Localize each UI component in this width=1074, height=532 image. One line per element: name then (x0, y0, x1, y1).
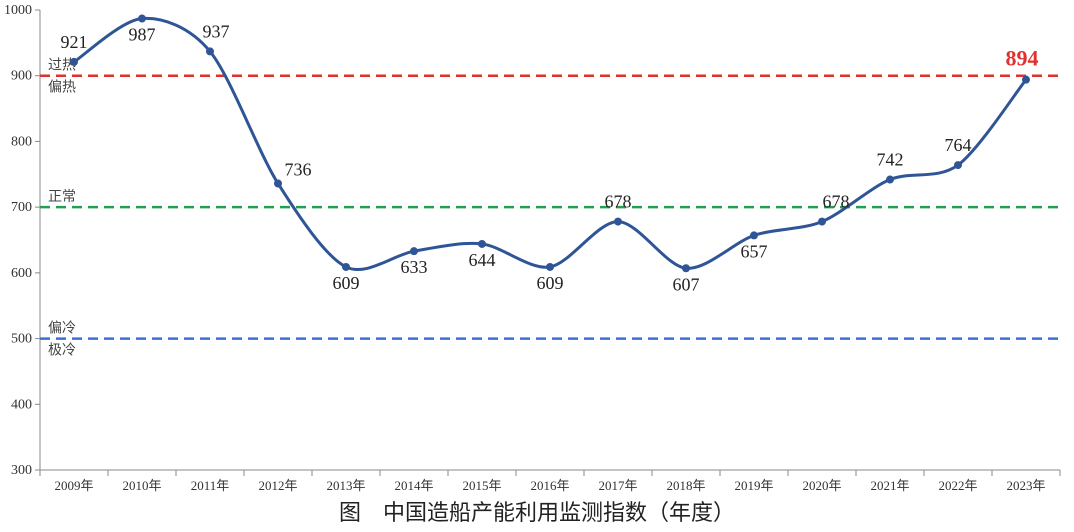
data-marker (886, 176, 894, 184)
y-tick-label: 300 (11, 463, 32, 478)
value-label: 921 (61, 32, 88, 52)
data-marker (138, 15, 146, 23)
x-tick-label: 2011年 (191, 478, 230, 493)
y-tick-label: 900 (11, 69, 32, 84)
x-tick-label: 2019年 (734, 478, 773, 493)
data-marker (342, 263, 350, 271)
data-marker (478, 240, 486, 248)
value-label: 894 (1006, 46, 1039, 71)
data-marker (410, 247, 418, 255)
y-tick-label: 500 (11, 332, 32, 347)
value-label: 678 (605, 192, 632, 212)
x-tick-label: 2021年 (870, 478, 909, 493)
data-marker (1022, 76, 1030, 84)
x-tick-label: 2015年 (462, 478, 501, 493)
value-label: 609 (333, 273, 360, 293)
zone-label: 极冷 (48, 343, 76, 359)
data-marker (818, 218, 826, 226)
x-tick-label: 2018年 (666, 478, 705, 493)
data-marker (614, 218, 622, 226)
data-marker (274, 179, 282, 187)
data-marker (546, 263, 554, 271)
value-label: 657 (741, 241, 768, 261)
zone-label: 偏热 (48, 80, 76, 96)
x-tick-label: 2014年 (394, 478, 433, 493)
chart-caption: 图 中国造船产能利用监测指数（年度） (0, 495, 1074, 527)
zone-label: 正常 (48, 189, 76, 205)
data-marker (206, 47, 214, 55)
value-label: 678 (823, 192, 850, 212)
y-tick-label: 400 (11, 397, 32, 412)
y-tick-label: 700 (11, 200, 32, 215)
line-chart: 300 400 500 600 700 800 900 1000 2009年 2010年 2011年… (0, 0, 1074, 532)
x-tick-label: 2020年 (802, 478, 841, 493)
x-tick-label: 2017年 (598, 478, 637, 493)
data-marker (750, 231, 758, 239)
x-tick-label: 2010年 (122, 478, 161, 493)
y-tick-label: 1000 (4, 3, 32, 18)
x-tick-label: 2023年 (1006, 478, 1045, 493)
value-label: 633 (401, 257, 428, 277)
value-label: 736 (285, 159, 312, 179)
y-tick-label: 600 (11, 266, 32, 281)
x-tick-label: 2013年 (326, 478, 365, 493)
data-marker (70, 58, 78, 66)
value-label: 764 (945, 135, 972, 155)
value-label: 937 (203, 21, 230, 41)
x-tick-label: 2022年 (938, 478, 977, 493)
y-tick-label: 800 (11, 134, 32, 149)
value-label: 609 (537, 273, 564, 293)
x-tick-label: 2016年 (530, 478, 569, 493)
data-marker (682, 264, 690, 272)
chart-container: 300 400 500 600 700 800 900 1000 2009年 2010年 2011年… (0, 0, 1074, 532)
zone-label: 偏冷 (48, 321, 76, 337)
value-label: 987 (129, 25, 156, 45)
x-tick-label: 2009年 (54, 478, 93, 493)
x-tick-label: 2012年 (258, 478, 297, 493)
value-label: 644 (469, 250, 496, 270)
value-label: 742 (877, 150, 904, 170)
value-label: 607 (673, 274, 700, 294)
data-marker (954, 161, 962, 169)
